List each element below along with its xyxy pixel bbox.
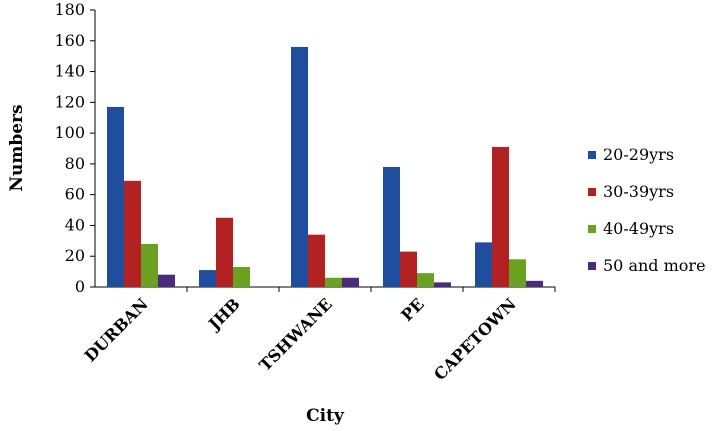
x-tick-label: TSHWANE	[255, 294, 335, 374]
bar-tshwane-2	[325, 277, 342, 287]
bar-pe-0	[383, 166, 400, 287]
bar-durban-1	[124, 180, 141, 287]
legend-label: 50 and more	[603, 256, 706, 275]
bar-durban-2	[141, 243, 158, 287]
y-tick-label: 140	[54, 62, 85, 81]
bar-pe-3	[434, 282, 451, 287]
legend-swatch	[588, 262, 596, 270]
bar-jhb-2	[233, 266, 250, 287]
bar-pe-1	[400, 251, 417, 287]
legend-label: 20-29yrs	[603, 145, 674, 164]
x-tick-label: CAPETOWN	[430, 294, 520, 384]
bar-jhb-1	[216, 217, 233, 287]
legend-swatch	[588, 151, 596, 159]
bar-pe-2	[417, 273, 434, 287]
bar-tshwane-1	[308, 234, 325, 287]
legend-swatch	[588, 188, 596, 196]
legend-label: 40-49yrs	[603, 219, 674, 238]
y-tick-label: 40	[65, 215, 85, 234]
legend-swatch	[588, 225, 596, 233]
y-tick-label: 100	[54, 123, 85, 142]
y-axis-title: Numbers	[7, 104, 27, 191]
y-tick-label: 160	[54, 31, 85, 50]
x-ticks: DURBAN JHB TSHWANE PE CAPETOWN	[81, 287, 556, 384]
y-ticks: 0 20 40 60 80 100 120 140 160 180	[54, 0, 95, 296]
bar-tshwane-0	[291, 46, 308, 287]
y-tick-label: 80	[65, 154, 85, 173]
y-tick-label: 180	[54, 0, 85, 19]
x-tick-label: PE	[397, 294, 428, 325]
bar-durban-0	[107, 106, 124, 287]
x-axis-title: City	[306, 406, 345, 426]
bar-capetown-1	[492, 146, 509, 287]
legend-label: 30-39yrs	[603, 182, 674, 201]
y-tick-label: 0	[75, 277, 85, 296]
y-tick-label: 60	[65, 185, 85, 204]
y-tick-label: 120	[54, 92, 85, 111]
bars	[107, 46, 543, 287]
bar-tshwane-3	[342, 277, 359, 287]
bar-jhb-0	[199, 270, 216, 287]
bar-capetown-0	[475, 242, 492, 287]
x-tick-label: DURBAN	[81, 294, 152, 365]
y-tick-label: 20	[65, 246, 85, 265]
bar-durban-3	[158, 274, 175, 287]
legend: 20-29yrs 30-39yrs 40-49yrs 50 and more	[588, 145, 706, 275]
bar-capetown-3	[526, 280, 543, 287]
bar-capetown-2	[509, 259, 526, 287]
x-tick-label: JHB	[203, 294, 243, 334]
